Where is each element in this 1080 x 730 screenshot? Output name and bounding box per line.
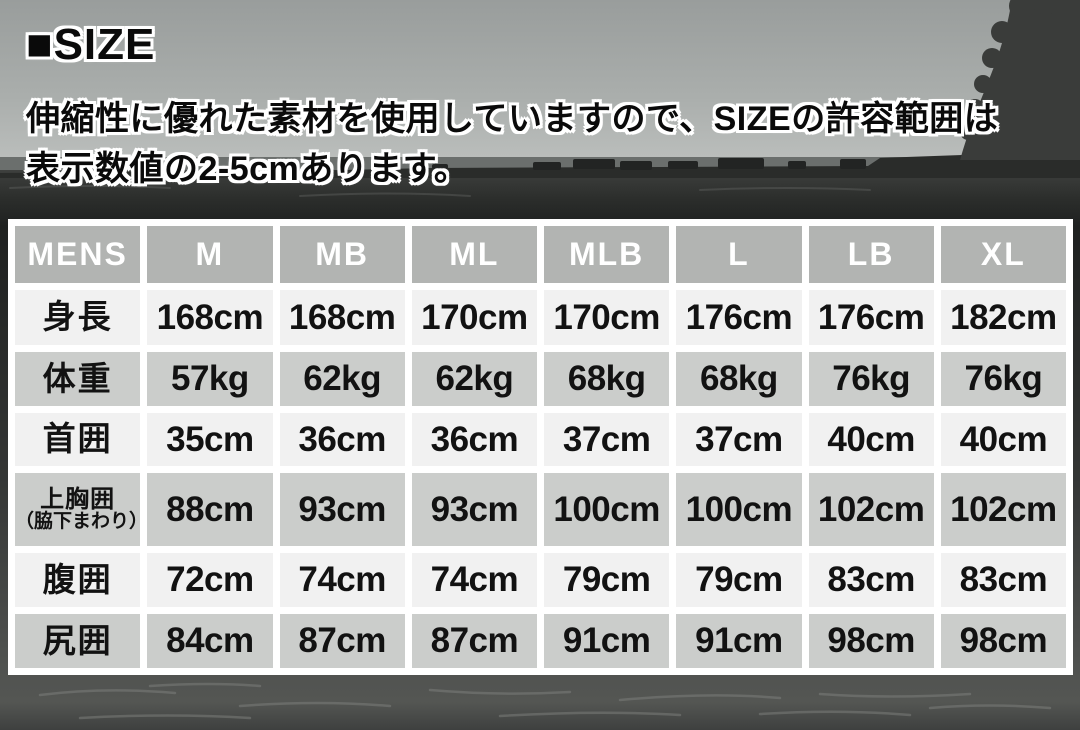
size-cell: 100cm: [544, 473, 670, 546]
size-cell: 62kg: [411, 352, 537, 406]
boat-silhouettes: [432, 158, 866, 170]
coastline: [0, 149, 1080, 178]
row-label-weight: 体重: [15, 352, 141, 406]
size-cell: 102cm: [940, 473, 1066, 546]
row-label-hip: 尻囲: [15, 614, 141, 668]
sail-speck: [850, 112, 856, 122]
page-title: ■SIZE: [26, 20, 156, 69]
size-cell: 79cm: [544, 553, 670, 607]
size-table: MENS M MB ML MLB L LB XL 身長 168cm 168cm …: [8, 219, 1073, 675]
size-cell: 37cm: [544, 413, 670, 466]
size-cell: 170cm: [544, 290, 670, 345]
size-cell: 88cm: [147, 473, 273, 546]
size-cell: 83cm: [808, 553, 934, 607]
size-cell: 74cm: [411, 553, 537, 607]
row-label-neck: 首囲: [15, 413, 141, 466]
size-note: 伸縮性に優れた素材を使用していますので、SIZEの許容範囲は 表示数値の2-5c…: [26, 94, 998, 194]
size-cell: 176cm: [676, 290, 802, 345]
size-cell: 93cm: [411, 473, 537, 546]
size-cell: 76kg: [940, 352, 1066, 406]
column-header-m: M: [147, 226, 273, 283]
size-cell: 79cm: [676, 553, 802, 607]
row-label-chest: 上胸囲 （脇下まわり）: [15, 473, 141, 546]
size-cell: 168cm: [279, 290, 405, 345]
size-cell: 100cm: [676, 473, 802, 546]
size-cell: 74cm: [279, 553, 405, 607]
column-header-mb: MB: [279, 226, 405, 283]
column-header-xl: XL: [940, 226, 1066, 283]
size-cell: 68kg: [676, 352, 802, 406]
size-cell: 36cm: [279, 413, 405, 466]
size-cell: 98cm: [940, 614, 1066, 668]
size-cell: 57kg: [147, 352, 273, 406]
size-cell: 93cm: [279, 473, 405, 546]
size-cell: 84cm: [147, 614, 273, 668]
size-cell: 170cm: [411, 290, 537, 345]
size-cell: 91cm: [544, 614, 670, 668]
size-cell: 83cm: [940, 553, 1066, 607]
size-cell: 36cm: [411, 413, 537, 466]
size-cell: 168cm: [147, 290, 273, 345]
size-cell: 76kg: [808, 352, 934, 406]
column-header-mens: MENS: [15, 226, 141, 283]
size-cell: 62kg: [279, 352, 405, 406]
size-note-line2: 表示数値の2-5cmあります。: [26, 150, 469, 188]
size-cell: 98cm: [808, 614, 934, 668]
size-cell: 87cm: [411, 614, 537, 668]
size-cell: 176cm: [808, 290, 934, 345]
size-note-line1: 伸縮性に優れた素材を使用していますので、SIZEの許容範囲は: [26, 100, 999, 138]
size-cell: 91cm: [676, 614, 802, 668]
row-label-height: 身長: [15, 290, 141, 345]
size-cell: 35cm: [147, 413, 273, 466]
wave-streaks-faint: [9, 185, 871, 197]
size-cell: 40cm: [940, 413, 1066, 466]
size-cell: 182cm: [940, 290, 1066, 345]
sky: [0, 0, 1080, 176]
size-cell: 102cm: [808, 473, 934, 546]
size-cell: 72cm: [147, 553, 273, 607]
size-cell: 87cm: [279, 614, 405, 668]
column-header-lb: LB: [808, 226, 934, 283]
size-cell: 37cm: [676, 413, 802, 466]
column-header-ml: ML: [411, 226, 537, 283]
headland: [960, 0, 1080, 160]
size-cell: 68kg: [544, 352, 670, 406]
row-label-waist: 腹囲: [15, 553, 141, 607]
wave-streaks: [38, 682, 1052, 720]
column-header-mlb: MLB: [544, 226, 670, 283]
size-cell: 40cm: [808, 413, 934, 466]
column-header-l: L: [676, 226, 802, 283]
